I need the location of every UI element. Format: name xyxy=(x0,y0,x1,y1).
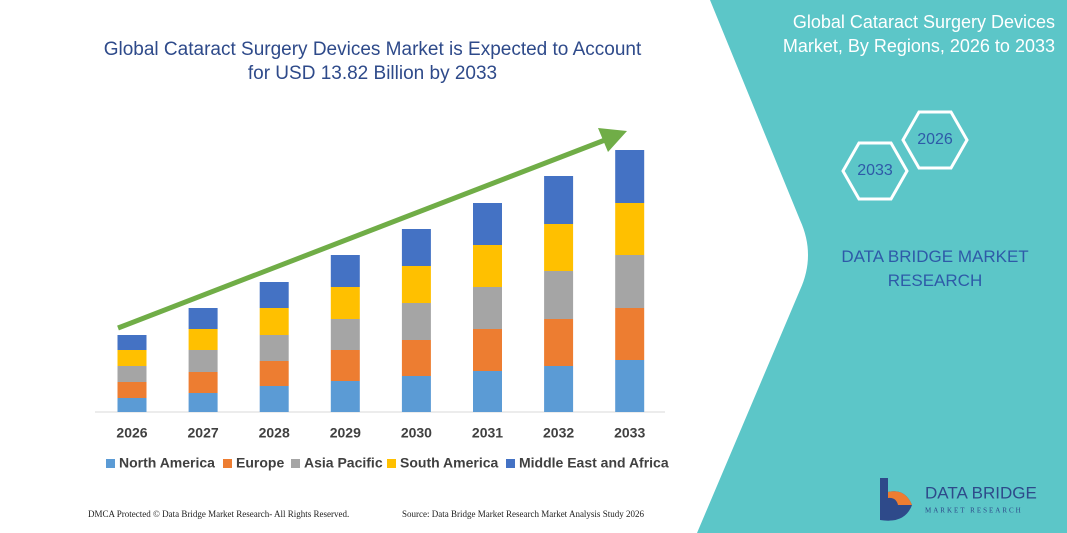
bar-segment xyxy=(188,372,218,393)
x-tick-label: 2028 xyxy=(259,425,290,441)
legend-label: South America xyxy=(400,455,498,471)
bar-segment xyxy=(330,350,360,381)
bar-segment xyxy=(473,245,502,287)
bar-segment xyxy=(188,308,218,329)
bar-segment xyxy=(544,224,574,271)
logo: DATA BRIDGE MARKET RESEARCH xyxy=(880,478,1037,521)
x-tick-label: 2027 xyxy=(188,425,219,441)
bar-segment xyxy=(117,398,147,412)
legend-label: North America xyxy=(119,455,215,471)
trend-arrow xyxy=(117,137,606,331)
bar-segment xyxy=(259,308,289,335)
bar-segment xyxy=(473,287,502,329)
bar-segment xyxy=(615,360,645,412)
hexagon xyxy=(901,110,969,170)
x-tick-label: 2033 xyxy=(614,425,645,441)
bar-segment xyxy=(188,350,218,372)
x-tick-label: 2030 xyxy=(401,425,432,441)
hexagon xyxy=(841,141,909,201)
bar-segment xyxy=(544,366,574,412)
side-title: Global Cataract Surgery Devices Market, … xyxy=(782,12,1055,56)
bar-segment xyxy=(401,229,431,266)
bar-segment xyxy=(544,319,574,366)
brand-text: DATA BRIDGE MARKET RESEARCH xyxy=(841,247,1029,290)
bar-segment xyxy=(259,282,289,308)
legend-label: Europe xyxy=(236,455,284,471)
footer-right: Source: Data Bridge Market Research Mark… xyxy=(402,509,644,519)
hexagon-label: 2026 xyxy=(917,131,953,148)
bar-segment xyxy=(259,335,289,361)
bar-segment xyxy=(615,150,645,203)
x-tick-label: 2031 xyxy=(472,425,503,441)
bar-segment xyxy=(615,308,645,360)
side-background xyxy=(697,0,1067,533)
bar-segment xyxy=(401,376,431,412)
bar-segment xyxy=(544,176,574,224)
bar-segment xyxy=(401,340,431,376)
legend-swatch xyxy=(506,459,515,468)
x-tick-label: 2032 xyxy=(543,425,574,441)
bar-segment xyxy=(330,287,360,319)
bar-segment xyxy=(473,371,502,412)
bar-segment xyxy=(117,366,147,382)
logo-mark xyxy=(888,491,912,505)
legend-swatch xyxy=(291,459,300,468)
bar-segment xyxy=(259,386,289,412)
bar-segment xyxy=(615,203,645,255)
legend-swatch xyxy=(223,459,232,468)
bar-segment xyxy=(259,361,289,386)
legend-label: Asia Pacific xyxy=(304,455,383,471)
logo-text: DATA BRIDGE xyxy=(925,483,1037,502)
bar-segment xyxy=(473,329,502,371)
bar-segment xyxy=(117,335,147,350)
bar-segment xyxy=(473,203,502,245)
bar-segment xyxy=(330,255,360,287)
bar-segment xyxy=(330,319,360,350)
bar-segment xyxy=(188,393,218,412)
arrow-head xyxy=(598,128,627,152)
footer-left: DMCA Protected © Data Bridge Market Rese… xyxy=(88,509,350,519)
bar-segment xyxy=(615,255,645,308)
legend-swatch xyxy=(387,459,396,468)
logo-tagline: MARKET RESEARCH xyxy=(925,507,1023,515)
x-tick-label: 2029 xyxy=(330,425,361,441)
bar-segment xyxy=(401,303,431,340)
bar-segment xyxy=(117,382,147,398)
bar-segment xyxy=(188,329,218,350)
bar-segment xyxy=(401,266,431,303)
hexagon-label: 2033 xyxy=(857,162,893,179)
legend-swatch xyxy=(106,459,115,468)
bar-segment xyxy=(330,381,360,412)
bar-segment xyxy=(544,271,574,319)
x-tick-label: 2026 xyxy=(116,425,147,441)
legend-label: Middle East and Africa xyxy=(519,455,669,471)
chart-title: Global Cataract Surgery Devices Market i… xyxy=(103,39,642,84)
bar-segment xyxy=(117,350,147,366)
